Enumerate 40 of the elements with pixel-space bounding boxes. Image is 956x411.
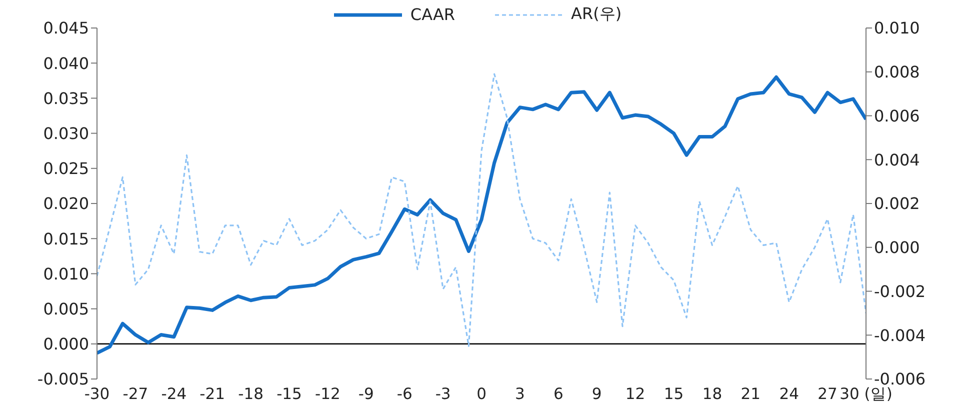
x-tick-label: -21 (200, 385, 226, 403)
y-tick-label: 0.010 (43, 264, 89, 284)
y-tick-label: 0.015 (43, 229, 89, 248)
legend-label: AR(우) (571, 4, 622, 25)
x-tick-label: 24 (779, 385, 799, 403)
y2-tick-label: -0.004 (874, 326, 926, 345)
x-tick-label: -6 (396, 385, 412, 403)
legend-label: CAAR (410, 5, 456, 24)
x-tick-label: 12 (625, 385, 646, 403)
y-tick-label: 0.020 (43, 194, 89, 214)
y-tick-label: 0.025 (43, 159, 89, 178)
x-tick-label: 21 (740, 385, 761, 403)
y-tick-label: 0.030 (43, 124, 89, 143)
y2-tick-label: 0.010 (874, 18, 920, 38)
y-tick-label: 0.045 (43, 18, 89, 38)
x-tick-label: 9 (592, 385, 602, 403)
y-tick-label: 0.005 (43, 299, 89, 318)
x-tick-label: 18 (702, 385, 722, 403)
x-tick-label: 30 (일) (840, 385, 892, 403)
x-tick-label: -3 (435, 385, 451, 403)
y2-tick-label: 0.004 (874, 150, 920, 170)
x-tick-label: 27 (818, 385, 838, 403)
x-tick-label: -27 (122, 385, 148, 403)
y-tick-label: 0.040 (43, 54, 89, 73)
x-tick-label: -15 (276, 385, 302, 403)
y2-tick-label: 0.000 (874, 238, 920, 258)
y-tick-label: 0.000 (43, 334, 89, 354)
x-tick-label: 0 (476, 385, 486, 403)
y2-tick-label: 0.006 (874, 106, 920, 126)
x-tick-label: -24 (161, 385, 187, 403)
x-tick-label: -12 (315, 385, 340, 403)
y-tick-label: 0.035 (43, 88, 89, 108)
y2-tick-label: 0.008 (874, 62, 920, 82)
y2-tick-label: 0.002 (874, 194, 920, 214)
x-tick-label: 3 (515, 385, 525, 403)
x-tick-label: -9 (358, 385, 374, 403)
x-tick-label: 15 (664, 385, 684, 403)
x-tick-label: -18 (238, 385, 264, 403)
x-tick-label: 6 (553, 385, 564, 403)
y2-tick-label: -0.002 (874, 282, 926, 301)
